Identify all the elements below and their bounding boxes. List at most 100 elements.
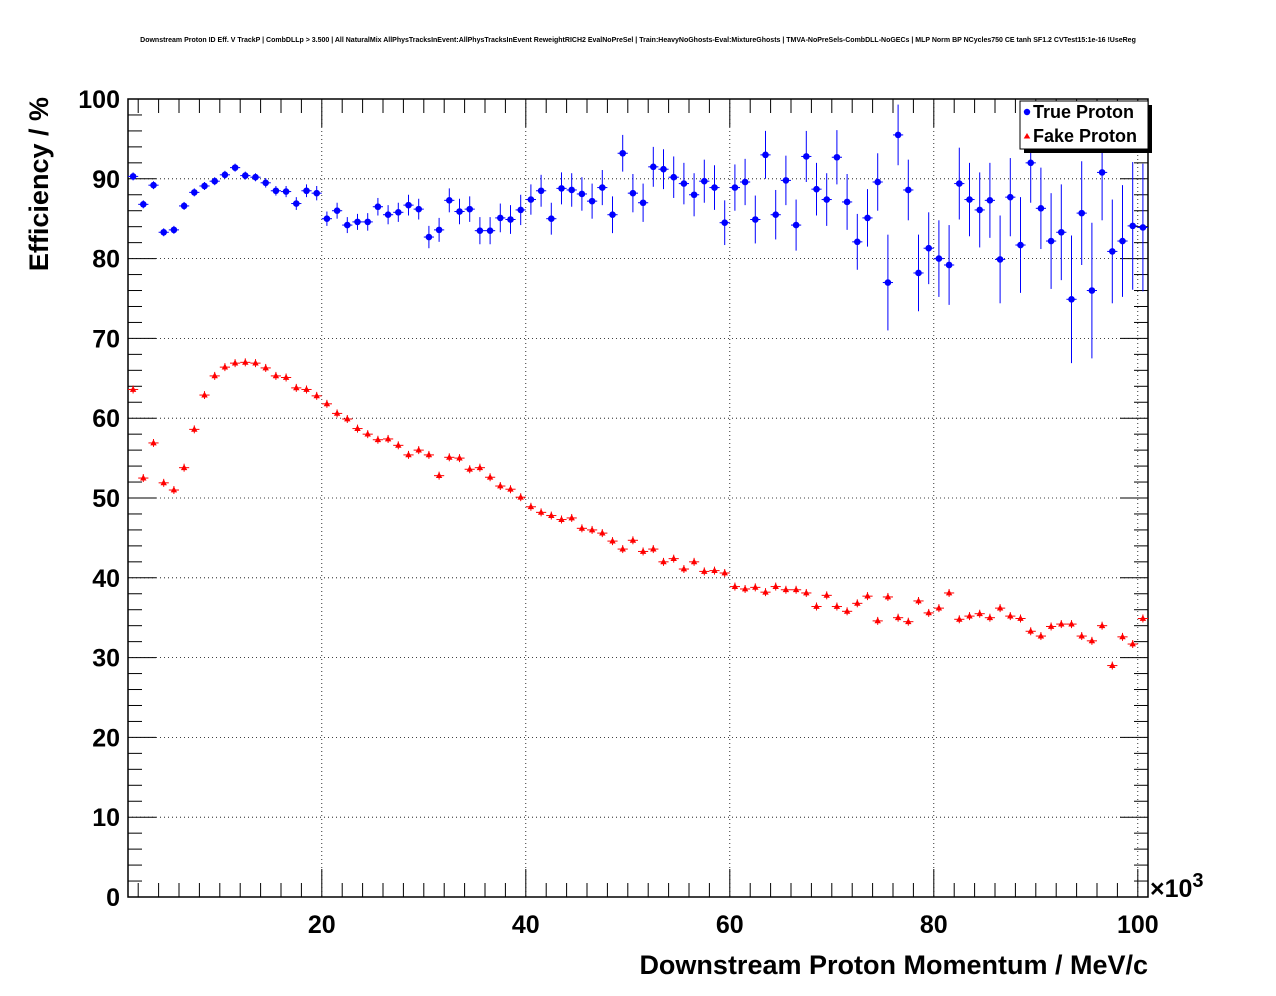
data-point — [670, 555, 677, 562]
data-point — [752, 583, 759, 590]
data-point — [1078, 632, 1085, 639]
data-point — [1027, 627, 1034, 634]
data-point — [201, 391, 208, 398]
y-tick-label: 20 — [92, 724, 120, 752]
data-point — [1088, 637, 1096, 644]
data-point — [864, 214, 871, 222]
data-point — [629, 536, 637, 543]
y-tick-label: 60 — [92, 405, 120, 433]
data-point — [303, 385, 310, 392]
data-point — [446, 453, 453, 460]
grid-lines — [128, 99, 1148, 897]
data-point — [1088, 287, 1096, 294]
data-point — [1078, 209, 1085, 217]
data-point — [456, 208, 463, 215]
data-point — [405, 451, 412, 458]
y-axis-title: Efficiency / % — [24, 97, 54, 271]
data-point — [599, 184, 606, 191]
data-point — [170, 486, 178, 493]
data-point — [129, 173, 137, 180]
data-point — [548, 511, 555, 518]
data-point — [1129, 222, 1136, 230]
data-point — [578, 190, 586, 198]
data-point — [956, 180, 963, 187]
y-tick-label: 10 — [92, 804, 120, 832]
data-point — [191, 189, 198, 196]
data-point — [843, 198, 851, 206]
data-point — [690, 191, 698, 199]
data-point — [884, 593, 892, 600]
data-point — [497, 214, 504, 222]
data-point — [639, 547, 647, 554]
data-point — [211, 372, 218, 379]
data-point — [211, 177, 218, 185]
data-point — [833, 153, 841, 161]
data-point — [252, 173, 259, 181]
legend-box — [1019, 100, 1149, 150]
data-point — [792, 586, 800, 593]
data-point — [446, 197, 453, 204]
data-point — [915, 597, 922, 604]
y-tick-label: 70 — [92, 325, 120, 353]
data-point — [405, 201, 412, 209]
data-point — [782, 586, 790, 593]
data-point — [884, 279, 892, 286]
data-point — [690, 558, 698, 565]
data-point — [925, 609, 932, 616]
x-tick-label: 20 — [308, 911, 336, 939]
data-point — [731, 184, 739, 191]
data-point — [364, 218, 372, 226]
x-axis-title: Downstream Proton Momentum / MeV/c — [639, 950, 1148, 980]
legend-label-fake-proton: Fake Proton — [1033, 126, 1137, 146]
data-point — [762, 588, 769, 595]
data-point — [517, 493, 524, 500]
data-point — [333, 409, 341, 416]
data-series — [128, 104, 1148, 670]
data-point — [425, 233, 433, 241]
data-point — [252, 359, 259, 366]
data-point — [823, 591, 830, 598]
data-point — [966, 612, 973, 619]
data-point — [609, 537, 616, 544]
data-point — [486, 473, 494, 480]
plot-frame — [127, 98, 1149, 898]
data-point — [476, 464, 484, 471]
data-point — [843, 607, 851, 614]
data-point — [711, 567, 718, 574]
data-point — [1139, 224, 1147, 231]
data-point — [721, 219, 728, 226]
data-point — [741, 585, 749, 592]
data-point — [894, 131, 902, 139]
data-point — [935, 604, 943, 611]
data-point — [599, 529, 606, 536]
data-point — [680, 565, 688, 572]
data-point — [782, 177, 790, 184]
x-tick-label: 60 — [716, 911, 744, 939]
data-point — [894, 614, 902, 621]
data-point — [537, 187, 545, 195]
data-point — [1119, 237, 1126, 245]
data-point — [996, 604, 1004, 611]
data-point — [854, 599, 861, 606]
data-point — [466, 465, 473, 472]
y-tick-label: 30 — [92, 645, 120, 673]
data-point — [1047, 237, 1055, 245]
y-tick-label: 100 — [78, 86, 120, 114]
data-point — [578, 524, 586, 531]
data-point — [854, 238, 861, 246]
data-point — [588, 197, 596, 205]
series-true-proton — [128, 104, 1148, 364]
data-point — [588, 526, 596, 533]
data-point — [1027, 159, 1034, 167]
data-point — [568, 514, 575, 521]
data-point — [160, 479, 167, 486]
data-point — [976, 206, 983, 214]
data-point — [558, 185, 565, 192]
data-point — [415, 446, 422, 453]
data-point — [1068, 620, 1075, 627]
data-point — [140, 474, 147, 481]
data-point — [609, 211, 616, 219]
data-point — [282, 188, 290, 195]
data-point — [242, 172, 249, 179]
data-point — [140, 201, 147, 208]
